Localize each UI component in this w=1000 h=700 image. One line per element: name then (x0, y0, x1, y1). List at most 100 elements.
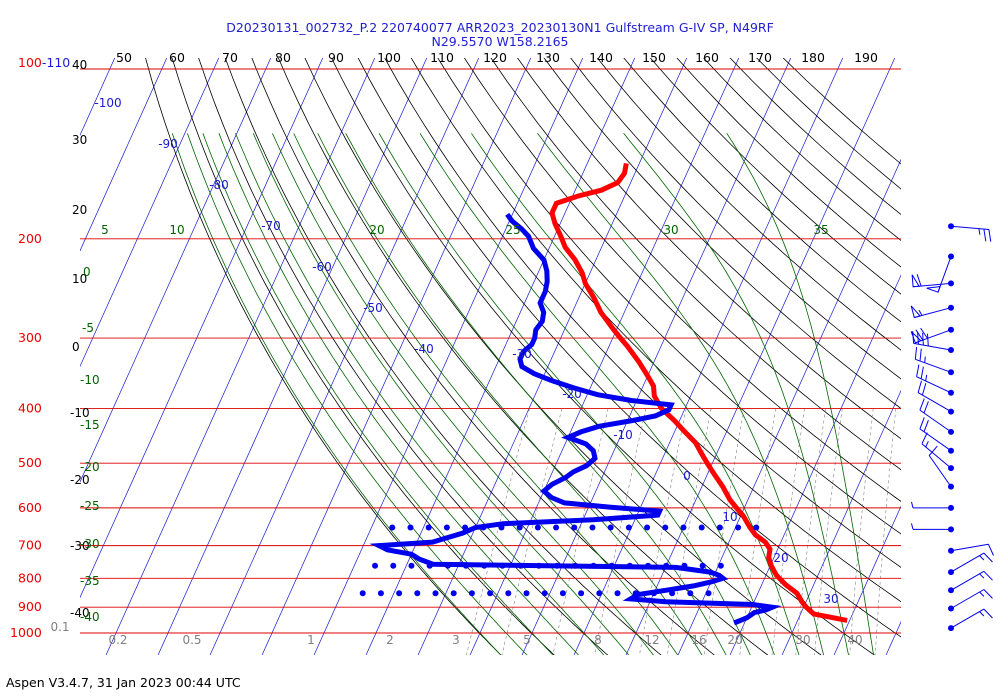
temperature-label: -10 (613, 428, 633, 442)
dewpoint-point (443, 524, 450, 531)
dry-adiabat-line (384, 58, 901, 603)
theta-label: 120 (483, 50, 507, 65)
dry-adiabat-line (703, 58, 901, 242)
dewpoint-point (499, 562, 506, 569)
wind-barb-staff (950, 552, 985, 573)
dewpoint-point (717, 562, 724, 569)
dewpoint-point (705, 590, 712, 597)
dewpoint-point (468, 590, 475, 597)
dewpoint-point (523, 590, 530, 597)
dewpoint-point (632, 590, 639, 597)
wind-barb (948, 552, 993, 576)
dewpoint-point (663, 562, 670, 569)
dry-adiabat-line (463, 58, 901, 502)
wind-barb (948, 223, 992, 242)
wet-bulb-label: -40 (80, 610, 100, 624)
temperature-label: -100 (94, 96, 121, 110)
moist-adiabat-line (317, 133, 703, 655)
pressure-label: 800 (18, 570, 42, 585)
moist-adiabat-line (171, 133, 502, 655)
theta-label: 100 (377, 50, 401, 65)
dry-adiabat-line (331, 58, 875, 655)
dewpoint-point (687, 590, 694, 597)
theta-label: 110 (430, 50, 454, 65)
wind-barb-staff (913, 342, 952, 351)
pressure-label: 1000 (10, 625, 42, 640)
dewpoint-point (607, 524, 614, 531)
wind-barb-flag (919, 417, 925, 430)
dewpoint-point (487, 590, 494, 597)
wind-barb-pennant (910, 305, 922, 319)
theta-label: 180 (801, 50, 825, 65)
dry-adiabat-line (145, 58, 502, 655)
moist-adiabat-line (378, 133, 751, 655)
dewpoint-point (644, 524, 651, 531)
isotherm-line (469, 58, 740, 655)
pressure-label: 500 (18, 455, 42, 470)
moist-adiabat-line (623, 133, 849, 655)
dewpoint-point (553, 524, 560, 531)
isotherm-line (781, 389, 901, 655)
dewpoint-point (414, 590, 421, 597)
altitude-label: -10 (70, 406, 90, 420)
wet-bulb-label: -15 (80, 418, 100, 432)
wind-barb-half-flag (911, 523, 914, 530)
wind-barb-flag (919, 348, 922, 362)
moist-adiabat-line (252, 133, 630, 655)
dewpoint-point (535, 562, 542, 569)
isotherm-line (833, 505, 901, 655)
wind-barb-flag (983, 570, 993, 581)
dewpoint-point (669, 590, 676, 597)
dry-adiabat-line (782, 58, 901, 165)
mixing-ratio-label: 5 (523, 633, 531, 647)
altitude-label: 20 (72, 203, 87, 217)
dewpoint-point (480, 524, 487, 531)
wind-barb-flag (983, 229, 987, 242)
wind-barb (919, 417, 954, 454)
mixing-ratio-label: 16 (691, 633, 706, 647)
moist-adiabat-line (345, 133, 727, 655)
wet-bulb-label: 10 (169, 223, 184, 237)
mixing-ratio-label: 40 (847, 633, 862, 647)
dewpoint-point (396, 590, 403, 597)
dry-adiabat-line (251, 58, 715, 655)
dewpoint-point (516, 524, 523, 531)
dry-adiabat-line (490, 58, 901, 471)
altitude-label: 40 (72, 58, 87, 72)
isotherm-line (417, 58, 688, 655)
wind-barb (926, 253, 954, 293)
theta-label: 80 (275, 50, 291, 65)
mixing-ratio-line (501, 408, 563, 655)
pressure-label: 100-110 (18, 55, 70, 70)
isotherm-line (105, 58, 376, 655)
dewpoint-point (559, 590, 566, 597)
wind-barb-staff (916, 376, 952, 394)
temperature-label: -30 (512, 347, 532, 361)
wind-barb-flag (916, 274, 922, 287)
dewpoint-point (377, 590, 384, 597)
mixing-ratio-line (667, 408, 712, 655)
wind-barb-flag (921, 383, 927, 396)
altitude-label: 10 (72, 272, 87, 286)
theta-label: 90 (328, 50, 344, 65)
dewpoint-point (407, 524, 414, 531)
wind-barb-staff (921, 443, 952, 469)
wind-barb-flag (983, 608, 993, 619)
pressure-label: 400 (18, 401, 42, 416)
dewpoint-point (534, 524, 541, 531)
theta-label: 160 (695, 50, 719, 65)
dewpoint-point (426, 562, 433, 569)
moist-adiabat-line (293, 133, 679, 655)
wind-barb (919, 398, 954, 435)
mixing-ratio-line (639, 408, 687, 655)
wind-barb-flag (983, 589, 993, 599)
dewpoint-point (425, 524, 432, 531)
dewpoint-point (625, 524, 632, 531)
dry-adiabat-line (357, 58, 901, 638)
pressure-label: 200 (18, 231, 42, 246)
dewpoint-trace (369, 212, 782, 626)
temperature-label: 10 (722, 510, 737, 524)
mixing-ratio-line (594, 408, 647, 655)
wind-barb-flag (916, 364, 920, 377)
